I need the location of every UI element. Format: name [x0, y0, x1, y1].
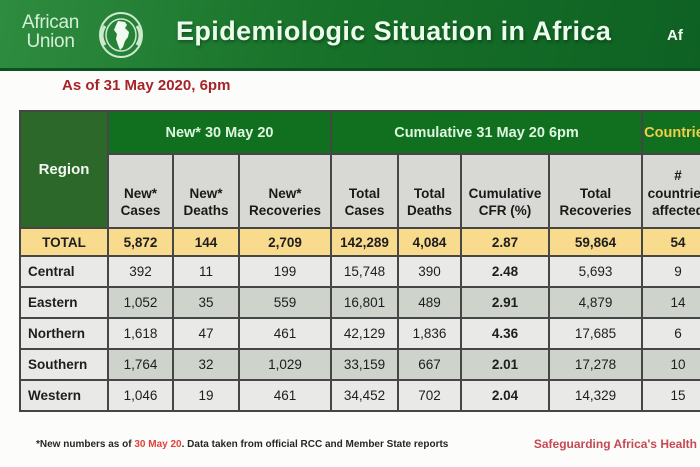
header-banner: African Union Epidemiologic Situation in… — [0, 0, 700, 71]
new-recoveries-cell: 461 — [238, 379, 332, 412]
new-recoveries-cell: 2,709 — [238, 227, 332, 257]
epi-table: Region New* 30 May 20 Cumulative 31 May … — [19, 110, 700, 412]
total-recoveries-cell: 59,864 — [548, 227, 643, 257]
group-header-countries: Countries — [641, 110, 700, 155]
total-recoveries-cell: 4,879 — [548, 286, 643, 319]
african-union-emblem-icon — [99, 12, 143, 58]
total-cases-cell: 33,159 — [330, 348, 399, 381]
total-cases-cell: 142,289 — [330, 227, 399, 257]
new-recoveries-cell: 461 — [238, 317, 332, 350]
column-header-region: Region — [19, 110, 109, 229]
as-of-date: As of 31 May 2020, 6pm — [62, 77, 231, 94]
total-recoveries-cell: 14,329 — [548, 379, 643, 412]
table-row-southern: Southern 1,764 32 1,029 33,159 667 2.01 … — [19, 348, 700, 381]
cfr-cell: 2.01 — [460, 348, 550, 381]
column-header-total-recoveries: Total Recoveries — [548, 153, 643, 229]
new-cases-cell: 1,052 — [107, 286, 174, 319]
total-cases-cell: 16,801 — [330, 286, 399, 319]
cfr-cell: 2.91 — [460, 286, 550, 319]
countries-affected-cell: 15 — [641, 379, 700, 412]
footnote: *New numbers as of 30 May 20. Data taken… — [36, 439, 448, 450]
total-deaths-cell: 702 — [397, 379, 462, 412]
new-cases-cell: 392 — [107, 255, 174, 288]
new-cases-cell: 1,618 — [107, 317, 174, 350]
epi-table-wrap: Region New* 30 May 20 Cumulative 31 May … — [19, 110, 700, 412]
new-deaths-cell: 144 — [172, 227, 240, 257]
logo-line-1: African — [22, 12, 80, 33]
tagline: Safeguarding Africa's Health — [533, 437, 697, 451]
new-deaths-cell: 47 — [172, 317, 240, 350]
total-deaths-cell: 390 — [397, 255, 462, 288]
total-recoveries-cell: 5,693 — [548, 255, 643, 288]
cfr-cell: 2.04 — [460, 379, 550, 412]
total-deaths-cell: 489 — [397, 286, 462, 319]
region-cell: Southern — [19, 348, 109, 381]
footnote-prefix: *New numbers as of — [36, 439, 135, 450]
column-header-total-deaths: Total Deaths — [397, 153, 462, 229]
logo-line-2: Union — [26, 31, 75, 53]
footnote-date: 30 May 20 — [134, 439, 182, 450]
footnote-suffix: . Data taken from official RCC and Membe… — [181, 439, 449, 450]
column-header-countries-affected: # countries affected — [641, 153, 700, 229]
column-header-new-deaths: New* Deaths — [172, 153, 240, 229]
new-deaths-cell: 11 — [172, 255, 240, 288]
countries-affected-cell: 10 — [641, 348, 700, 381]
countries-affected-cell: 54 — [641, 227, 700, 257]
table-row-total: TOTAL 5,872 144 2,709 142,289 4,084 2.87… — [19, 227, 700, 257]
region-cell: Western — [19, 379, 109, 412]
african-union-logo-text: African Union — [22, 13, 79, 52]
column-header-total-cases: Total Cases — [330, 153, 399, 229]
countries-affected-cell: 14 — [641, 286, 700, 319]
table-row-western: Western 1,046 19 461 34,452 702 2.04 14,… — [19, 379, 700, 412]
total-cases-cell: 42,129 — [330, 317, 399, 350]
new-deaths-cell: 35 — [172, 286, 240, 319]
total-cases-cell: 15,748 — [330, 255, 399, 288]
total-cases-cell: 34,452 — [330, 379, 399, 412]
new-cases-cell: 5,872 — [107, 227, 174, 257]
africa-cdc-fragment: Af — [667, 27, 683, 44]
new-cases-cell: 1,046 — [107, 379, 174, 412]
new-recoveries-cell: 1,029 — [238, 348, 332, 381]
cfr-cell: 4.36 — [460, 317, 550, 350]
column-header-cumulative-cfr: Cumulative CFR (%) — [460, 153, 550, 229]
table-row-northern: Northern 1,618 47 461 42,129 1,836 4.36 … — [19, 317, 700, 350]
table-row-central: Central 392 11 199 15,748 390 2.48 5,693… — [19, 255, 700, 288]
group-header-cumulative: Cumulative 31 May 20 6pm — [330, 110, 643, 155]
column-header-new-cases: New* Cases — [107, 153, 174, 229]
countries-affected-cell: 9 — [641, 255, 700, 288]
total-recoveries-cell: 17,278 — [548, 348, 643, 381]
region-cell: Northern — [19, 317, 109, 350]
cfr-cell: 2.48 — [460, 255, 550, 288]
new-cases-cell: 1,764 — [107, 348, 174, 381]
region-cell: Eastern — [19, 286, 109, 319]
new-recoveries-cell: 559 — [238, 286, 332, 319]
region-cell: Central — [19, 255, 109, 288]
total-deaths-cell: 4,084 — [397, 227, 462, 257]
new-recoveries-cell: 199 — [238, 255, 332, 288]
total-deaths-cell: 667 — [397, 348, 462, 381]
total-deaths-cell: 1,836 — [397, 317, 462, 350]
cfr-cell: 2.87 — [460, 227, 550, 257]
total-recoveries-cell: 17,685 — [548, 317, 643, 350]
region-cell: TOTAL — [19, 227, 109, 257]
group-header-new: New* 30 May 20 — [107, 110, 332, 155]
page-title: Epidemiologic Situation in Africa — [176, 16, 612, 46]
countries-affected-cell: 6 — [641, 317, 700, 350]
new-deaths-cell: 19 — [172, 379, 240, 412]
column-header-new-recoveries: New* Recoveries — [238, 153, 332, 229]
table-row-eastern: Eastern 1,052 35 559 16,801 489 2.91 4,8… — [19, 286, 700, 319]
new-deaths-cell: 32 — [172, 348, 240, 381]
